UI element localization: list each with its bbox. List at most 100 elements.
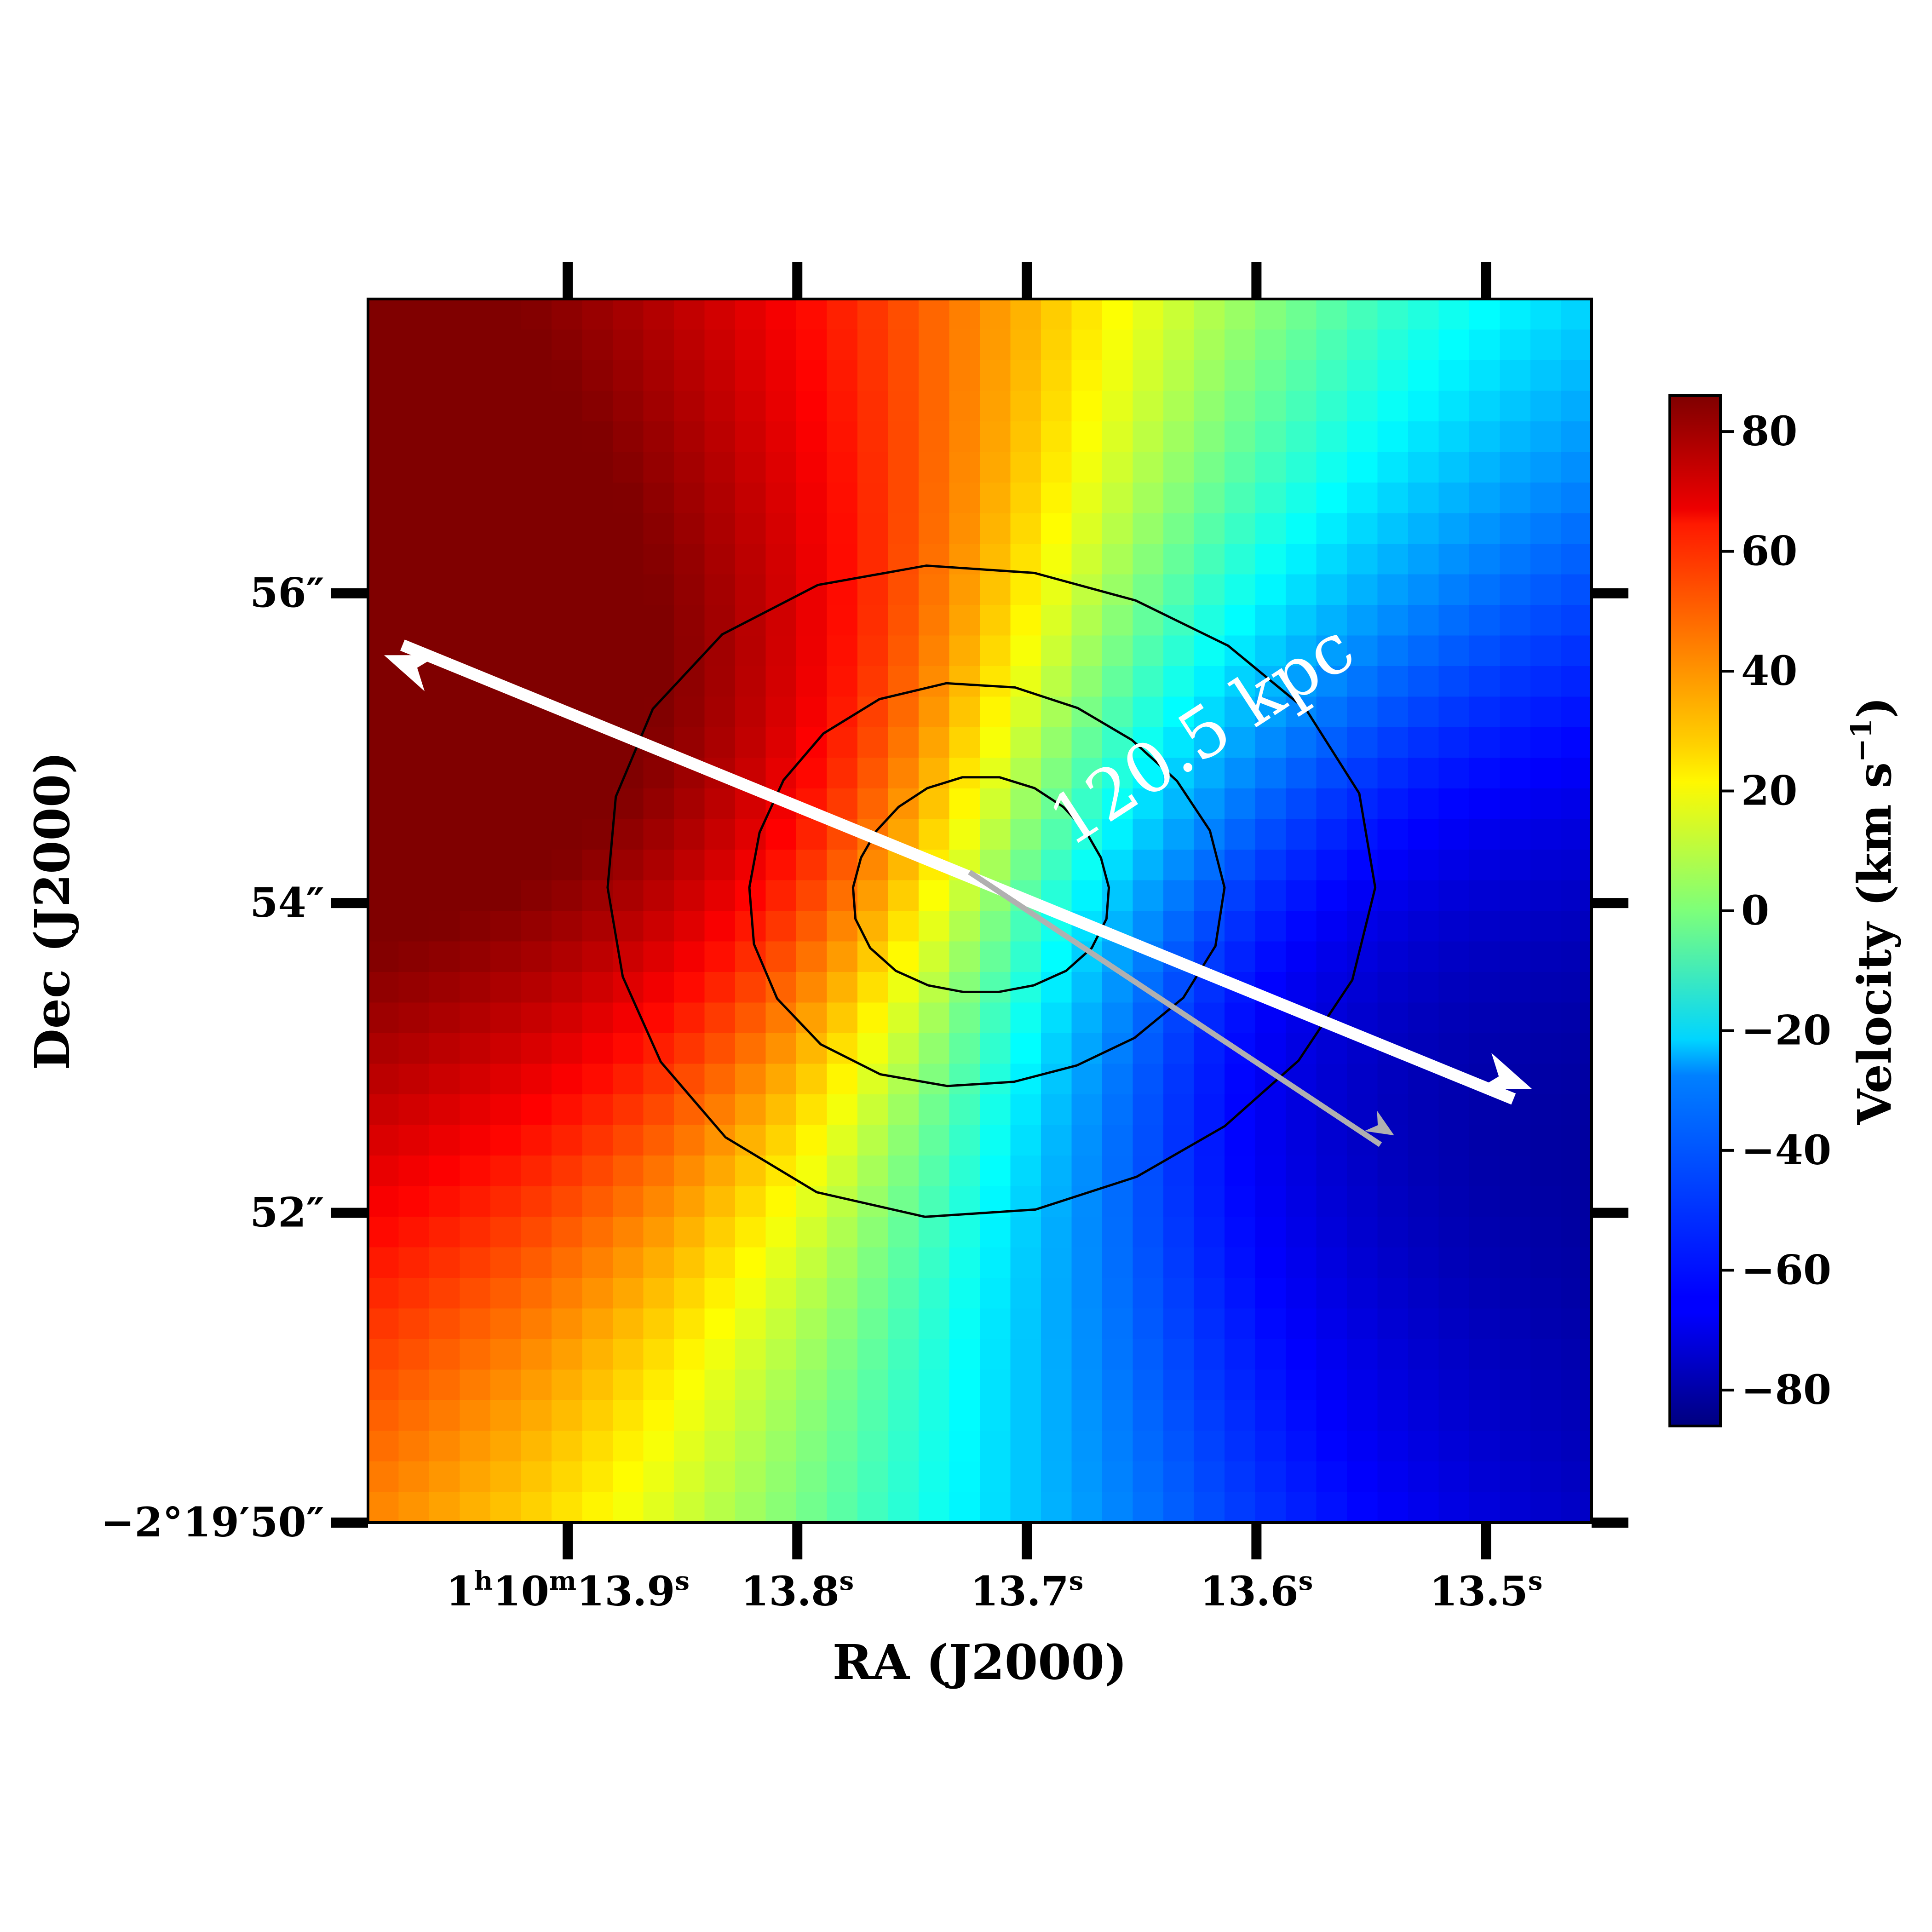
heatmap-cell	[796, 1431, 828, 1462]
heatmap-cell	[1225, 299, 1256, 330]
heatmap-cell	[368, 1461, 399, 1493]
heatmap-cell	[1316, 391, 1347, 422]
heatmap-cell	[1469, 1278, 1501, 1309]
heatmap-cell	[1225, 1400, 1256, 1432]
heatmap-cell	[1010, 1308, 1041, 1340]
heatmap-cell	[490, 972, 522, 1003]
heatmap-cell	[1469, 1186, 1501, 1217]
heatmap-cell	[582, 1369, 613, 1401]
heatmap-cell	[1163, 1064, 1195, 1095]
heatmap-cell	[1041, 1033, 1072, 1064]
heatmap-cell	[368, 1094, 399, 1126]
heatmap-cell	[368, 666, 399, 697]
heatmap-cell	[1347, 1217, 1378, 1248]
heatmap-cell	[1071, 360, 1103, 391]
heatmap-cell	[398, 1125, 430, 1156]
heatmap-cell	[613, 544, 644, 575]
heatmap-cell	[735, 1064, 766, 1095]
heatmap-cell	[1316, 880, 1347, 911]
heatmap-cell	[674, 1033, 705, 1064]
heatmap-cell	[980, 1431, 1011, 1462]
heatmap-cell	[1530, 1461, 1562, 1493]
heatmap-cell	[919, 696, 950, 728]
heatmap-cell	[1316, 666, 1347, 697]
heatmap-cell	[1102, 1278, 1133, 1309]
heatmap-cell	[1347, 391, 1378, 422]
heatmap-cell	[1469, 1156, 1501, 1187]
heatmap-cell	[1071, 1186, 1103, 1217]
heatmap-cell	[857, 329, 889, 361]
heatmap-cell	[1347, 972, 1378, 1003]
heatmap-cell	[1530, 605, 1562, 636]
heatmap-cell	[980, 666, 1011, 697]
heatmap-cell	[1316, 1308, 1347, 1340]
heatmap-cell	[582, 819, 613, 850]
heatmap-cell	[582, 360, 613, 391]
heatmap-cell	[490, 788, 522, 820]
heatmap-cell	[980, 911, 1011, 942]
heatmap-cell	[980, 788, 1011, 820]
heatmap-cell	[1316, 1033, 1347, 1064]
heatmap-cell	[1469, 1369, 1501, 1401]
plot-frame	[367, 298, 1593, 1524]
heatmap-cell	[429, 1369, 460, 1401]
heatmap-cell	[1500, 1186, 1531, 1217]
heatmap-cell	[827, 1217, 858, 1248]
heatmap-cell	[1010, 941, 1041, 972]
heatmap-cell	[1347, 1339, 1378, 1370]
heatmap-cell	[1071, 1369, 1103, 1401]
heatmap-cell	[1377, 1186, 1409, 1217]
heatmap-cell	[1225, 911, 1256, 942]
heatmap-cell	[1438, 329, 1470, 361]
x-axis-ticks: 1h10m13.9s 13.8s 13.7s 13.6s 13.5s	[446, 262, 1542, 1615]
heatmap-cell	[735, 1339, 766, 1370]
heatmap-cell	[552, 850, 583, 881]
heatmap-cell	[1500, 819, 1531, 850]
heatmap-cell	[460, 880, 491, 911]
heatmap-cell	[1377, 788, 1409, 820]
heatmap-cell	[552, 727, 583, 759]
heatmap-cell	[1500, 1308, 1531, 1340]
heatmap-cell	[1102, 391, 1133, 422]
heatmap-cell	[1438, 696, 1470, 728]
heatmap-cell	[1010, 850, 1041, 881]
heatmap-cell	[582, 1094, 613, 1126]
heatmap-cell	[919, 513, 950, 544]
heatmap-cell	[1194, 1400, 1225, 1432]
heatmap-cell	[888, 452, 919, 483]
heatmap-cell	[1133, 788, 1164, 820]
heatmap-cell	[1255, 1094, 1286, 1126]
heatmap-cell	[613, 605, 644, 636]
heatmap-cell	[674, 1186, 705, 1217]
heatmap-cell	[1377, 421, 1409, 453]
heatmap-cell	[643, 513, 674, 544]
heatmap-cell	[796, 360, 828, 391]
heatmap-cell	[643, 1002, 674, 1034]
heatmap-cell	[1438, 635, 1470, 667]
heatmap-cell	[1071, 452, 1103, 483]
heatmap-cell	[1530, 421, 1562, 453]
heatmap-cell	[1377, 1492, 1409, 1523]
heatmap-cell	[857, 1064, 889, 1095]
heatmap-cell	[1500, 696, 1531, 728]
heatmap-cell	[429, 329, 460, 361]
heatmap-cell	[1316, 1217, 1347, 1248]
heatmap-cell	[1010, 635, 1041, 667]
heatmap-cell	[765, 696, 797, 728]
heatmap-cell	[827, 329, 858, 361]
heatmap-cell	[704, 788, 736, 820]
heatmap-cell	[704, 911, 736, 942]
heatmap-cell	[765, 452, 797, 483]
heatmap-cell	[1530, 391, 1562, 422]
heatmap-cell	[460, 1461, 491, 1493]
heatmap-cell	[1194, 1461, 1225, 1493]
heatmap-cell	[980, 452, 1011, 483]
heatmap-cell	[490, 1094, 522, 1126]
heatmap-cell	[398, 727, 430, 759]
heatmap-cell	[1041, 329, 1072, 361]
heatmap-cell	[1500, 421, 1531, 453]
heatmap-cell	[1194, 1217, 1225, 1248]
x-axis-label: RA (J2000)	[833, 1634, 1127, 1690]
heatmap-cell	[521, 329, 552, 361]
heatmap-cell	[1438, 452, 1470, 483]
